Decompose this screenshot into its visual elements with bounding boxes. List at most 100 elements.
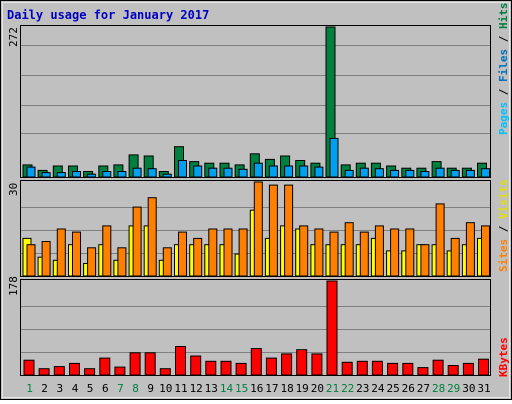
kbytes-bar bbox=[205, 360, 217, 376]
day-label: 31 bbox=[477, 382, 490, 395]
sites-bar bbox=[41, 241, 51, 277]
kbytes-bar bbox=[402, 362, 414, 376]
day-label: 1 bbox=[26, 382, 33, 395]
kbytes-bar bbox=[159, 368, 171, 376]
day-label: 20 bbox=[311, 382, 324, 395]
files-bar bbox=[450, 169, 460, 178]
legend-sep: / bbox=[497, 219, 510, 239]
files-bar bbox=[41, 172, 51, 178]
day-label: 8 bbox=[132, 382, 139, 395]
kbytes-bar bbox=[356, 360, 368, 376]
sites-bar bbox=[238, 228, 248, 277]
files-bar bbox=[359, 167, 369, 178]
day-label: 19 bbox=[296, 382, 309, 395]
files-bar bbox=[87, 173, 97, 178]
day-label: 11 bbox=[174, 382, 187, 395]
kbytes-bar bbox=[23, 359, 35, 376]
bottom-max-label: 178 bbox=[7, 276, 20, 296]
mid-legend: Sites / Visits bbox=[497, 179, 510, 272]
files-bar bbox=[132, 167, 142, 178]
kbytes-bar bbox=[417, 367, 429, 376]
sites-bar bbox=[102, 225, 112, 277]
chart-title: Daily usage for January 2017 bbox=[7, 8, 209, 22]
day-label: 17 bbox=[265, 382, 278, 395]
day-label: 10 bbox=[159, 382, 172, 395]
kbytes-bar bbox=[220, 360, 232, 376]
panel-top-frame bbox=[20, 25, 491, 178]
sites-bar bbox=[208, 228, 218, 277]
sites-bar bbox=[87, 247, 97, 277]
sites-bar bbox=[223, 228, 233, 277]
files-bar bbox=[374, 168, 384, 178]
bars-layer bbox=[22, 26, 490, 376]
kbytes-bar bbox=[190, 355, 202, 376]
day-label: 13 bbox=[205, 382, 218, 395]
kbytes-bar bbox=[371, 360, 383, 376]
x-axis-labels: 1 2 3 4 5 6 7 8 9 10 11 12 13 14 15 16 17 18 19 20 21 22 23 24 2… bbox=[26, 382, 490, 395]
files-bar bbox=[253, 162, 263, 178]
legend-sep: / bbox=[497, 82, 510, 102]
kbytes-bar bbox=[38, 368, 50, 376]
day-label: 4 bbox=[72, 382, 79, 395]
kbytes-bar bbox=[175, 346, 186, 376]
sites-bar bbox=[253, 181, 263, 277]
files-bar bbox=[465, 169, 475, 178]
legend-pages: Pages bbox=[497, 102, 510, 135]
sites-bar bbox=[117, 247, 127, 277]
day-label: 24 bbox=[371, 382, 385, 395]
kbytes-bar bbox=[265, 357, 277, 376]
sites-bar bbox=[147, 197, 157, 277]
files-bar bbox=[162, 173, 172, 178]
kbytes-bar bbox=[326, 280, 338, 376]
kbytes-bar bbox=[311, 353, 323, 376]
kbytes-bar bbox=[69, 362, 80, 376]
kbytes-bar bbox=[296, 349, 308, 376]
day-label: 2 bbox=[41, 382, 48, 395]
day-label: 9 bbox=[147, 382, 154, 395]
bottom-legend: KBytes bbox=[497, 337, 510, 377]
files-bar bbox=[56, 172, 66, 178]
day-label: 15 bbox=[235, 382, 248, 395]
kbytes-bar bbox=[281, 353, 293, 376]
legend-sites: Sites bbox=[497, 239, 510, 272]
day-label: 30 bbox=[462, 382, 475, 395]
files-bar bbox=[390, 169, 400, 178]
day-label: 18 bbox=[280, 382, 293, 395]
legend-visits: Visits bbox=[497, 179, 510, 219]
files-bar bbox=[481, 168, 490, 178]
day-label: 12 bbox=[190, 382, 203, 395]
top-legend: Pages / Files / Hits bbox=[497, 3, 510, 136]
kbytes-bar bbox=[478, 358, 489, 376]
sites-bar bbox=[26, 244, 36, 277]
kbytes-bar bbox=[341, 361, 353, 376]
sites-bar bbox=[193, 237, 203, 277]
sites-bar bbox=[178, 231, 187, 277]
files-bar bbox=[147, 168, 157, 178]
day-label: 26 bbox=[402, 382, 415, 395]
sites-bar bbox=[390, 228, 400, 277]
sites-bar bbox=[329, 231, 339, 277]
sites-bar bbox=[465, 222, 475, 277]
files-bar bbox=[102, 171, 112, 178]
day-label: 6 bbox=[102, 382, 109, 395]
legend-sep: / bbox=[497, 29, 510, 49]
kbytes-bar bbox=[387, 362, 399, 376]
day-label: 25 bbox=[386, 382, 399, 395]
files-bar bbox=[178, 160, 187, 178]
kbytes-bar bbox=[432, 359, 444, 376]
sites-bar bbox=[374, 225, 384, 277]
sites-bar bbox=[162, 247, 172, 277]
kbytes-bar bbox=[447, 365, 459, 376]
files-bar bbox=[405, 169, 415, 178]
files-bar bbox=[223, 167, 233, 178]
sites-bar bbox=[72, 231, 81, 277]
day-label: 7 bbox=[117, 382, 124, 395]
sites-bar bbox=[299, 225, 309, 277]
files-bar bbox=[344, 169, 354, 178]
sites-bar bbox=[314, 228, 324, 277]
files-bar bbox=[268, 165, 278, 178]
sites-bar bbox=[420, 244, 430, 277]
files-bar bbox=[208, 167, 218, 178]
kbytes-bar bbox=[53, 366, 65, 376]
